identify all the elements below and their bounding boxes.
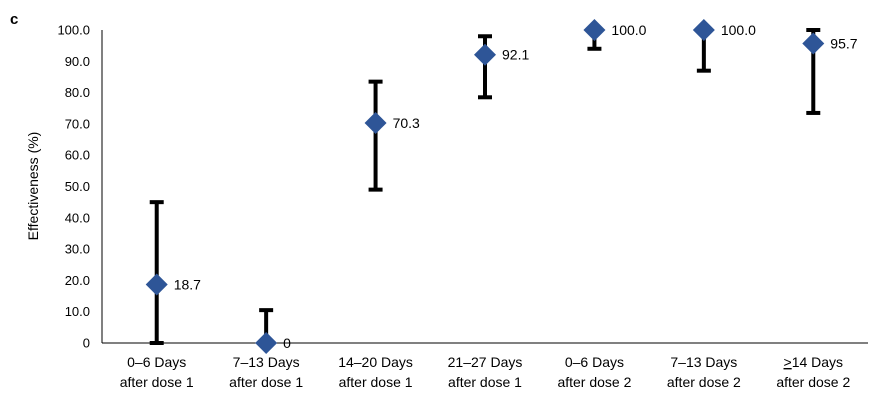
data-point-diamond bbox=[145, 273, 168, 296]
y-tick-label: 90.0 bbox=[65, 54, 90, 69]
data-point-diamond bbox=[474, 43, 496, 66]
data-point-diamond bbox=[255, 332, 278, 354]
y-tick-label: 100.0 bbox=[57, 23, 90, 38]
x-category-label-line1: >14 Days bbox=[784, 354, 844, 370]
data-label: 100.0 bbox=[611, 22, 646, 38]
y-tick-label: 20.0 bbox=[65, 273, 90, 288]
data-label: 92.1 bbox=[502, 47, 529, 63]
data-point-diamond bbox=[802, 32, 825, 55]
y-tick-label: 50.0 bbox=[65, 179, 90, 194]
x-category-label-line1: 7–13 Days bbox=[233, 354, 300, 370]
data-point-diamond bbox=[364, 111, 387, 134]
x-category-label-line1: 0–6 Days bbox=[127, 354, 186, 370]
y-tick-label: 0 bbox=[83, 336, 90, 351]
data-label: 0 bbox=[283, 335, 291, 351]
x-category-label-line2: after dose 1 bbox=[339, 374, 413, 390]
data-label: 95.7 bbox=[830, 35, 857, 51]
y-tick-label: 80.0 bbox=[65, 85, 90, 100]
y-tick-label: 70.0 bbox=[65, 116, 90, 131]
y-tick-label: 60.0 bbox=[65, 148, 90, 163]
y-axis-label: Effectiveness (%) bbox=[25, 132, 41, 241]
data-labels: 18.7 0 70.3 92.1 100.0 100.0 95.7 bbox=[174, 22, 858, 351]
x-category-label-line1: 0–6 Days bbox=[565, 354, 624, 370]
error-bar bbox=[149, 200, 164, 345]
x-category-label-line2: after dose 1 bbox=[448, 374, 522, 390]
x-category-label-line2: after dose 1 bbox=[229, 374, 303, 390]
x-category-label-line1: 7–13 Days bbox=[670, 354, 737, 370]
panel-label: c bbox=[10, 11, 18, 28]
y-tick-label: 30.0 bbox=[65, 242, 90, 257]
error-bar bbox=[368, 79, 383, 192]
y-tick-label: 40.0 bbox=[65, 210, 90, 225]
data-point-diamond bbox=[583, 19, 606, 41]
x-category-label-line2: after dose 1 bbox=[120, 374, 194, 390]
x-category-label-line2: after dose 2 bbox=[667, 374, 741, 390]
x-category-label-line2: after dose 2 bbox=[776, 374, 850, 390]
x-category-label-line1: 14–20 Days bbox=[338, 354, 413, 370]
error-bars bbox=[149, 28, 821, 345]
y-tick-label: 10.0 bbox=[65, 304, 90, 319]
x-category-label-line1: 21–27 Days bbox=[448, 354, 523, 370]
x-categories: 0–6 Days after dose 1 7–13 Days after dose … bbox=[120, 354, 851, 390]
data-point-diamond bbox=[692, 19, 715, 41]
data-label: 100.0 bbox=[721, 22, 756, 38]
y-ticks: 0 10.0 20.0 30.0 40.0 50.0 60.0 70.0 80.0 90.0 100… bbox=[57, 23, 90, 351]
data-points bbox=[145, 19, 825, 354]
data-label: 18.7 bbox=[174, 276, 201, 292]
x-category-label-line2: after dose 2 bbox=[557, 374, 631, 390]
data-label: 70.3 bbox=[393, 115, 420, 131]
